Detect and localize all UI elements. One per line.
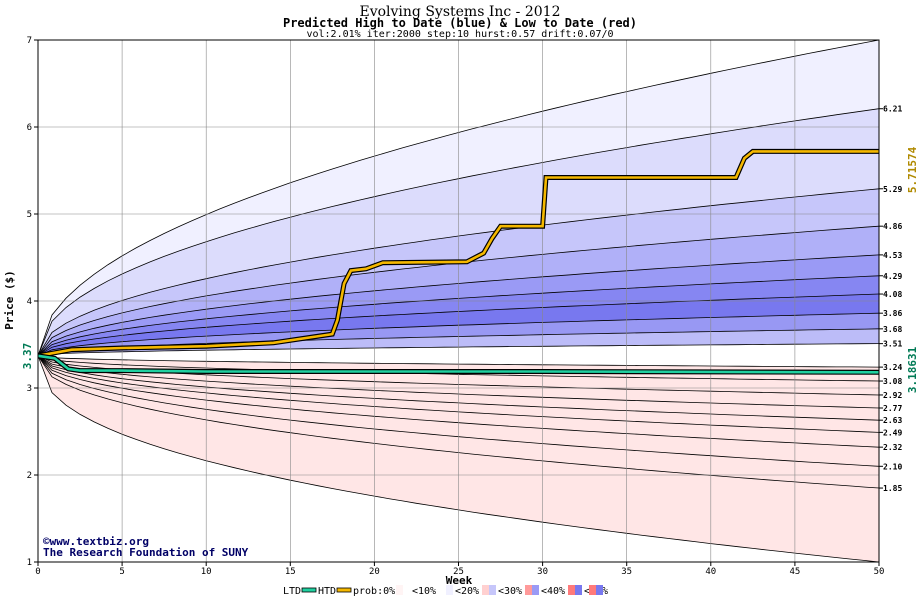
right-label-6: 3.86 [883, 309, 902, 318]
right-label-4: 4.29 [883, 272, 902, 281]
high-band-5 [38, 275, 879, 356]
right-label-3: 4.53 [883, 251, 902, 260]
x-tick-label-5: 5 [119, 567, 124, 577]
x-tick-label-35: 35 [621, 567, 632, 577]
high-band-4 [38, 254, 879, 356]
right-label-7: 3.68 [883, 325, 902, 334]
chart-title: Evolving Systems Inc - 2012 [359, 4, 560, 20]
right-label-1: 5.29 [883, 185, 902, 194]
right-label-5: 4.08 [883, 290, 902, 299]
y-tick-label-3: 3 [27, 384, 32, 394]
percentile-end-labels: 6.21 5.29 4.86 4.53 4.29 4.08 3.86 3.68 3.51 3.24… [879, 105, 902, 493]
start-price-label: 3.37 [21, 343, 34, 370]
legend-swatch-last-low [589, 585, 596, 595]
high-band-2 [38, 188, 879, 356]
grid [38, 40, 879, 562]
x-tick-label-0: 0 [35, 567, 40, 577]
y-axis-label: Price ($) [3, 270, 16, 330]
legend-ltd-label: LTD [283, 586, 301, 597]
x-tick-label-45: 45 [789, 567, 800, 577]
right-label-15: 2.32 [883, 443, 902, 452]
legend-swatch-last-high [596, 585, 603, 595]
y-tick-label-5: 5 [27, 210, 32, 220]
y-tick-label-2: 2 [27, 471, 32, 481]
legend-htd-label: HTD [318, 586, 336, 597]
legend-item-2: <30% [498, 586, 522, 597]
right-label-16: 2.10 [883, 462, 902, 471]
legend-swatch-a-0 [439, 585, 446, 595]
x-tick-label-20: 20 [369, 567, 380, 577]
right-label-10: 3.08 [883, 377, 902, 386]
credit-line-1: ©www.textbiz.org [43, 535, 149, 548]
low-to-date-final-label: 3.18631 [906, 346, 919, 393]
legend-swatch-b-1 [489, 585, 496, 595]
right-label-13: 2.63 [883, 416, 902, 425]
y-tick-label-4: 4 [27, 297, 32, 307]
right-label-8: 3.51 [883, 340, 902, 349]
copyright-icon: © [43, 535, 50, 548]
legend-item-0: <10% [412, 586, 436, 597]
x-tick-label-50: 50 [874, 567, 885, 577]
x-tick-label-40: 40 [705, 567, 716, 577]
x-axis-label: Week [446, 574, 473, 587]
legend-ltd-swatch [301, 587, 317, 593]
legend-swatch-low-0 [396, 585, 403, 595]
legend-swatch-b-0 [446, 585, 453, 595]
low-to-date-line [37, 354, 880, 374]
legend-swatch-high-0 [403, 585, 410, 595]
x-tick-label-15: 15 [285, 567, 296, 577]
high-to-date-final-label: 5.71574 [906, 146, 919, 193]
x-tick-label-30: 30 [537, 567, 548, 577]
right-label-14: 2.49 [883, 428, 902, 437]
legend-prob-label: prob:0% [353, 586, 395, 597]
right-label-17: 1.85 [883, 484, 902, 493]
credit-line-2: The Research Foundation of SUNY [43, 546, 249, 559]
high-to-date-line [37, 150, 879, 358]
y-tick-label-7: 7 [27, 36, 32, 46]
legend-htd-swatch [336, 587, 352, 593]
credit-url: www.textbiz.org [50, 535, 149, 548]
x-tick-label-25: 25 [453, 567, 464, 577]
legend-swatch-b-3 [575, 585, 582, 595]
high-band-3 [38, 226, 879, 356]
x-tick-label-10: 10 [201, 567, 212, 577]
legend-item-1: <20% [455, 586, 479, 597]
legend-swatch-b-2 [532, 585, 539, 595]
right-label-11: 2.92 [883, 391, 902, 400]
high-band-0 [38, 40, 879, 356]
chart-params: vol:2.01% iter:2000 step:10 hurst:0.57 d… [306, 29, 613, 40]
right-label-0: 6.21 [883, 105, 902, 114]
legend-item-3: <40% [541, 586, 565, 597]
chart-subtitle: Predicted High to Date (blue) & Low to D… [283, 16, 637, 30]
right-label-9: 3.24 [883, 363, 902, 372]
legend-swatch-a-1 [482, 585, 489, 595]
legend-swatch-a-3 [568, 585, 575, 595]
right-label-12: 2.77 [883, 404, 902, 413]
legend-swatch-a-2 [525, 585, 532, 595]
to-date-paths [37, 148, 880, 375]
y-tick-label-6: 6 [27, 123, 32, 133]
y-tick-label-1: 1 [27, 558, 32, 568]
right-label-2: 4.86 [883, 222, 902, 231]
